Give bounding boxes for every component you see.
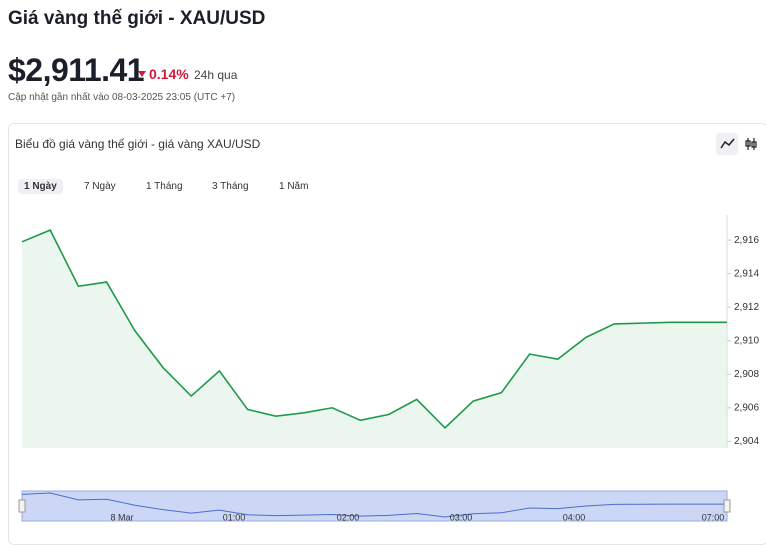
area	[22, 230, 727, 448]
navigator-label: 02:00	[337, 512, 360, 522]
time-tab[interactable]: 1 Ngày	[18, 179, 63, 194]
down-icon	[138, 71, 146, 77]
navigator-label: 04:00	[563, 512, 586, 522]
y-tick-label: 2,912	[734, 302, 759, 313]
time-tab[interactable]: 3 Tháng	[212, 181, 249, 192]
page-title: Giá vàng thế giới - XAU/USD	[8, 8, 266, 29]
navigator-handle	[723, 499, 731, 513]
price-line	[21, 229, 727, 430]
panel-title: Biểu đồ giá vàng thế giới - giá vàng XAU…	[15, 137, 261, 151]
updated-time: Cập nhật gần nhất vào 08-03-2025 23:05 (…	[8, 92, 236, 103]
time-tab[interactable]: 7 Ngày	[84, 181, 116, 192]
y-tick-label: 2,904	[734, 436, 759, 447]
change-period: 24h qua	[194, 68, 238, 82]
time-tab[interactable]: 1 Tháng	[146, 181, 183, 192]
navigator-label: 8 Mar	[110, 512, 133, 522]
y-tick-label: 2,916	[734, 235, 759, 246]
chart-type-toggle[interactable]	[716, 133, 766, 155]
navigator-line	[21, 492, 727, 518]
navigator-label: 07:00	[702, 512, 725, 522]
price-change: 0.14%	[149, 66, 189, 82]
y-tick-label: 2,906	[734, 402, 759, 413]
page: Giá vàng thế giới - XAU/USD $2,911.41 0.…	[8, 8, 766, 545]
navigator-label: 01:00	[223, 512, 246, 522]
price: $2,911.41	[8, 52, 145, 88]
chart: 2,904 2,906 2,908 2,910 2,912 2,914 2,916 8 Mar…	[18, 215, 759, 522]
y-tick-label: 2,908	[734, 369, 759, 380]
y-tick-label: 2,914	[734, 268, 759, 279]
time-tab[interactable]: 1 Năm	[279, 181, 309, 192]
navigator-handle	[18, 499, 26, 513]
navigator-label: 03:00	[450, 512, 473, 522]
y-tick-label: 2,910	[734, 335, 759, 346]
